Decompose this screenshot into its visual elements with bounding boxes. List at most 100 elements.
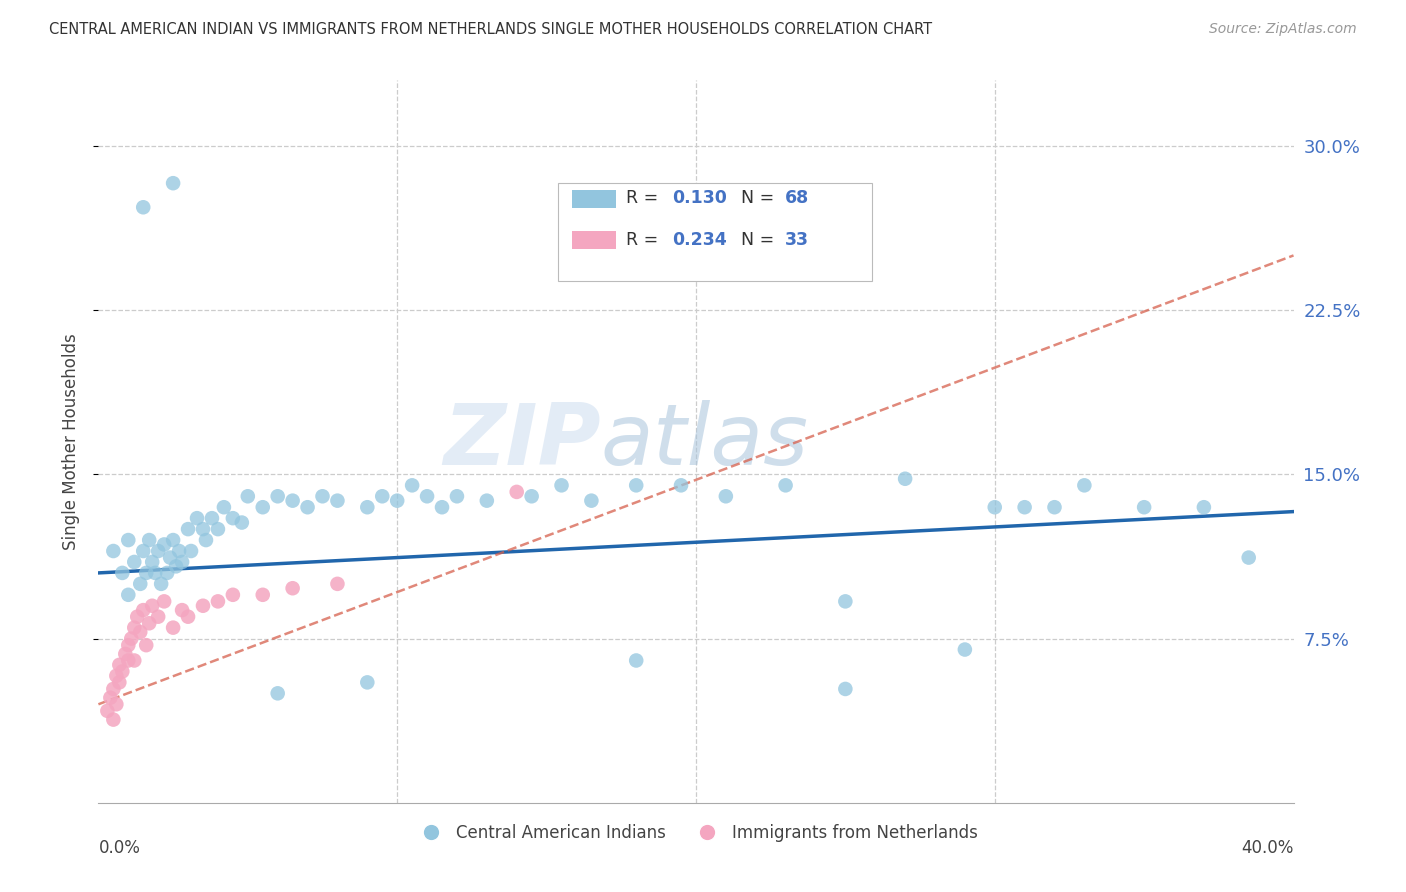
Point (834, 681, 856, 696)
Point (159, 550, 181, 565)
Point (281, 581, 304, 595)
Point (222, 511, 245, 525)
Point (162, 176, 184, 190)
Point (129, 577, 152, 591)
Point (124, 555, 146, 569)
Point (135, 638, 157, 652)
Text: ZIP: ZIP (443, 400, 600, 483)
Point (212, 500, 235, 515)
Point (153, 594, 176, 608)
Point (153, 537, 176, 551)
Point (162, 533, 184, 547)
Point (894, 472, 917, 486)
Point (148, 609, 170, 624)
Point (506, 484, 529, 499)
Text: 40.0%: 40.0% (1241, 838, 1294, 857)
Point (222, 588, 245, 602)
Point (984, 500, 1007, 515)
Point (356, 675, 378, 690)
Point (111, 665, 134, 679)
Point (117, 533, 139, 547)
Point (120, 632, 142, 646)
Point (172, 555, 194, 569)
Point (207, 522, 229, 536)
Point (446, 489, 468, 503)
Point (114, 647, 136, 661)
Point (775, 478, 797, 492)
Point (132, 200, 155, 214)
Text: 33: 33 (785, 231, 808, 249)
Point (1133, 500, 1156, 515)
Point (1073, 478, 1095, 492)
Point (297, 500, 319, 515)
Point (326, 493, 349, 508)
Point (165, 559, 187, 574)
Point (371, 489, 394, 503)
Point (98, 690, 122, 705)
Point (143, 566, 166, 580)
Text: CENTRAL AMERICAN INDIAN VS IMMIGRANTS FROM NETHERLANDS SINGLE MOTHER HOUSEHOLDS : CENTRAL AMERICAN INDIAN VS IMMIGRANTS FR… (49, 22, 932, 37)
Point (252, 500, 274, 515)
Point (172, 603, 194, 617)
Point (714, 489, 737, 503)
Point (385, 493, 409, 508)
Point (1043, 500, 1066, 515)
Point (195, 533, 218, 547)
Point (1192, 500, 1215, 515)
Point (162, 621, 184, 635)
Point (520, 489, 543, 503)
Text: R =: R = (626, 231, 664, 249)
Point (156, 566, 179, 580)
Point (135, 566, 157, 580)
Point (132, 603, 155, 617)
Point (267, 489, 290, 503)
Point (191, 522, 214, 536)
Text: 68: 68 (785, 189, 808, 207)
Point (124, 621, 146, 635)
Point (550, 478, 572, 492)
Point (281, 493, 304, 508)
Point (103, 544, 125, 558)
Point (1014, 500, 1036, 515)
Point (108, 657, 131, 672)
Point (138, 533, 160, 547)
Text: 0.130: 0.130 (672, 189, 727, 207)
Text: atlas: atlas (600, 400, 808, 483)
Point (129, 625, 152, 640)
Point (475, 493, 498, 508)
Point (167, 544, 190, 558)
Point (430, 500, 453, 515)
Point (207, 594, 229, 608)
Point (953, 642, 976, 657)
Point (267, 686, 290, 700)
Text: N =: N = (741, 189, 780, 207)
Point (141, 599, 163, 613)
Point (132, 544, 155, 558)
Text: R =: R = (626, 189, 664, 207)
Point (117, 588, 139, 602)
Point (103, 681, 125, 696)
Point (401, 478, 423, 492)
Point (148, 544, 170, 558)
Text: 0.234: 0.234 (672, 231, 727, 249)
Point (1237, 550, 1260, 565)
Point (103, 713, 125, 727)
Point (191, 599, 214, 613)
Point (111, 566, 134, 580)
Point (236, 489, 259, 503)
Point (186, 511, 208, 525)
Point (834, 594, 856, 608)
Point (356, 500, 378, 515)
Point (150, 577, 173, 591)
Point (311, 489, 333, 503)
Point (201, 511, 224, 525)
Point (177, 522, 200, 536)
Point (96, 704, 118, 718)
Y-axis label: Single Mother Households: Single Mother Households (62, 334, 80, 549)
Point (669, 478, 692, 492)
Point (177, 609, 200, 624)
Text: N =: N = (741, 231, 780, 249)
Point (127, 609, 149, 624)
Point (124, 653, 146, 667)
Point (138, 616, 160, 631)
